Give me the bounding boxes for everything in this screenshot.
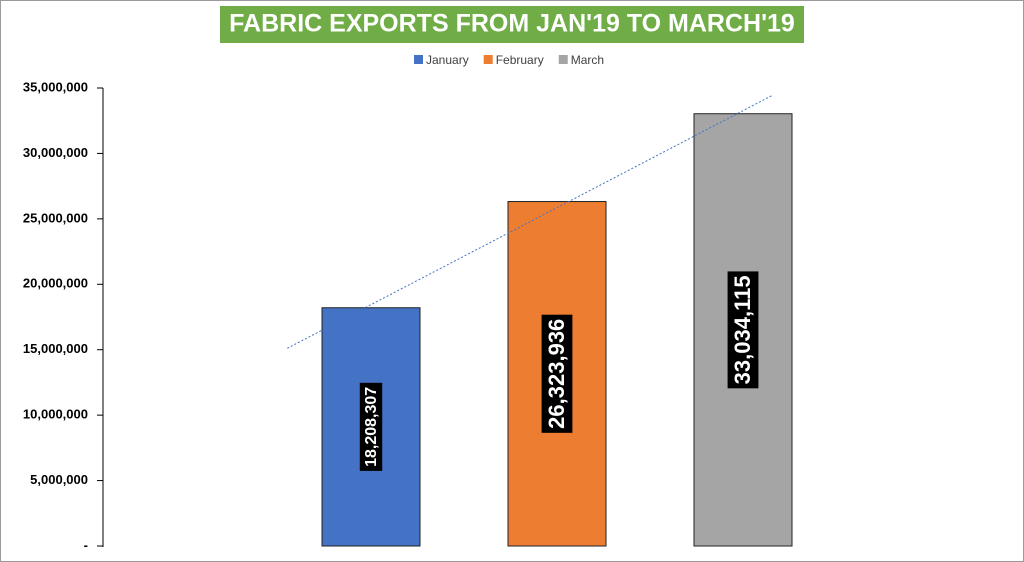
y-tick-label: 10,000,000 — [23, 407, 88, 422]
value-label: 18,208,307 — [363, 387, 380, 467]
legend-swatch — [483, 55, 493, 64]
y-tick-label: 25,000,000 — [23, 210, 88, 225]
y-tick-label: 35,000,000 — [23, 79, 88, 94]
value-label: 33,034,115 — [730, 275, 755, 384]
legend-swatch — [414, 55, 423, 64]
value-label-group: 26,323,936 — [541, 314, 573, 433]
trendline — [287, 94, 773, 349]
y-tick-label: 5,000,000 — [30, 472, 88, 487]
value-label-group: 33,034,115 — [727, 271, 759, 389]
value-label-bg — [727, 271, 759, 389]
legend-label: January — [426, 53, 469, 67]
y-tick-label: 20,000,000 — [23, 276, 88, 291]
value-label-bg — [359, 382, 383, 471]
legend-label: February — [496, 53, 544, 67]
title-box — [220, 6, 804, 43]
y-tick-label: - — [84, 537, 88, 552]
legend-label: March — [571, 53, 604, 67]
value-label-group: 18,208,307 — [359, 382, 383, 471]
y-tick-label: 30,000,000 — [23, 145, 88, 160]
y-tick-label: 15,000,000 — [23, 341, 88, 356]
value-label: 26,323,936 — [544, 319, 569, 429]
value-label-bg — [541, 314, 573, 433]
chart-title: FABRIC EXPORTS FROM JAN'19 TO MARCH'19 — [229, 10, 795, 38]
legend-swatch — [558, 55, 568, 64]
